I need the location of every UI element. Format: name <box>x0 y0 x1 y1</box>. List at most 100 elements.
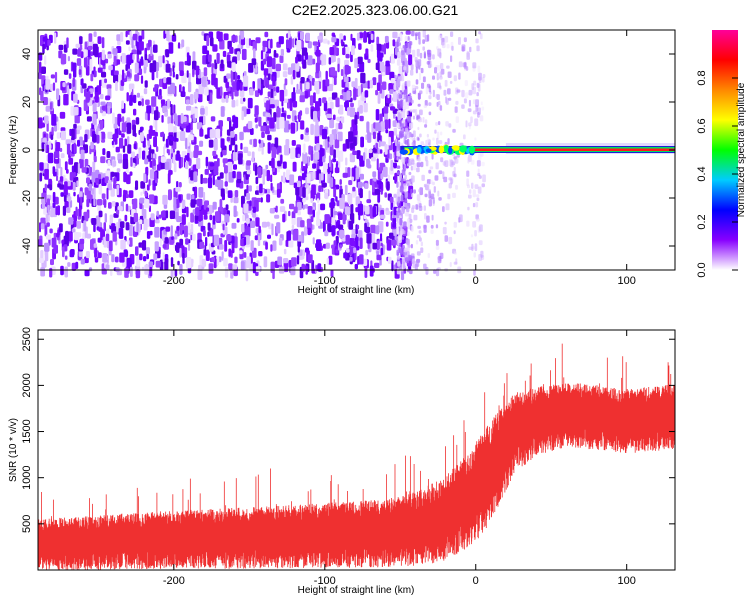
spectrogram-cell <box>116 34 122 42</box>
spectrogram-cell <box>422 39 425 44</box>
spectrogram-cell <box>204 169 209 175</box>
spectrogram-cell <box>104 78 107 84</box>
spectrogram-cell <box>396 255 400 260</box>
spectrogram-cell <box>406 183 410 187</box>
spectrogram-cell <box>276 222 281 234</box>
spectrogram-cell <box>430 179 433 185</box>
spectrogram-cell <box>213 170 219 176</box>
colorbar-tick-label: 0.4 <box>696 166 708 181</box>
spectrogram-cell <box>379 61 385 72</box>
spectrogram-cell <box>326 113 332 119</box>
spectrogram-cell <box>72 77 75 87</box>
y-tick-label: 20 <box>21 96 33 108</box>
spectrogram-cell <box>477 168 480 176</box>
spectrogram-cell <box>356 224 360 230</box>
spectrogram-cell <box>281 107 284 113</box>
spectrogram-cell <box>412 49 416 58</box>
spectrogram-cell <box>68 217 74 225</box>
spectrogram-cell <box>333 186 337 198</box>
spectrogram-cell <box>409 218 413 223</box>
spectrogram-cell <box>443 89 447 96</box>
spectrogram-cell <box>158 214 162 219</box>
spectrogram-cell <box>359 159 365 167</box>
spectrogram-cell <box>419 90 423 95</box>
spectrogram-cell <box>185 137 188 150</box>
spectrogram-cell <box>396 122 400 129</box>
spectrogram-cell <box>310 198 314 203</box>
spectrogram-cell <box>306 173 311 184</box>
spectrogram-cell <box>389 232 394 239</box>
spectrogram-cell <box>290 266 296 276</box>
spectrogram-cell <box>47 152 54 164</box>
spectrogram-cell <box>405 239 410 245</box>
spectrogram-cell <box>290 122 296 134</box>
spectrogram-cell <box>391 239 397 246</box>
spectrogram-cell <box>449 262 452 268</box>
spectrogram-cell <box>480 101 483 106</box>
spectrogram-cell <box>84 269 90 277</box>
spectrogram-cell <box>324 230 329 237</box>
spectrogram-cell <box>300 40 304 50</box>
signal-blob <box>468 145 476 154</box>
spectrogram-cell <box>132 33 138 41</box>
spectrogram-cell <box>453 166 456 175</box>
spectrogram-cell <box>85 65 90 76</box>
spectrogram-cell <box>424 193 428 198</box>
spectrogram-cell <box>408 171 412 176</box>
x-tick-label: 100 <box>618 275 636 287</box>
spectrogram-cell <box>455 258 458 265</box>
spectrogram-cell <box>171 235 174 240</box>
spectrogram-cell <box>205 237 208 247</box>
spectrogram-cell <box>473 99 476 105</box>
spectrogram-cell <box>384 35 389 43</box>
spectrogram-cell <box>266 56 272 68</box>
spectrogram-cell <box>349 256 353 262</box>
spectrogram-cell <box>107 159 111 167</box>
spectrogram-cell <box>302 152 308 164</box>
spectrogram-cell <box>392 91 398 102</box>
spectrogram-cell <box>80 258 85 265</box>
spectrogram-cell <box>294 115 297 121</box>
spectrogram-cell <box>167 116 171 125</box>
spectrogram-cell <box>117 206 123 211</box>
y-tick-label: -20 <box>21 190 33 206</box>
spectrogram-cell <box>254 105 259 116</box>
spectrogram-cell <box>140 75 144 84</box>
spectrogram-cell <box>156 71 159 79</box>
spectrogram-cell <box>424 119 428 125</box>
spectrogram-cell <box>481 106 485 111</box>
spectrogram-cell <box>272 87 276 92</box>
spectrogram-cell <box>396 165 401 169</box>
spectrogram-cell <box>222 223 225 231</box>
colorbar-label: Normalized spectral amplitude <box>736 82 747 217</box>
spectrogram-cell <box>220 86 223 96</box>
spectrogram-cell <box>475 194 480 198</box>
spectrogram-cell <box>357 85 361 97</box>
spectrogram-cell <box>447 71 452 78</box>
colorbar-tick-label: 0.2 <box>696 214 708 229</box>
spectrogram-cell <box>344 184 348 195</box>
spectrogram-cell <box>59 184 65 190</box>
spectrogram-cell <box>333 240 337 247</box>
spectrogram-cell <box>246 169 252 175</box>
spectrogram-cell <box>107 53 112 59</box>
spectrogram-cell <box>227 190 233 198</box>
spectrogram-cell <box>100 93 104 100</box>
spectrogram-cell <box>409 109 413 113</box>
spectrogram-cell <box>342 92 348 101</box>
spectrogram-cell <box>327 223 332 233</box>
spectrogram-cell <box>328 97 333 102</box>
spectrogram-cell <box>209 214 213 221</box>
spectrogram-cell <box>97 67 103 73</box>
spectrogram-cell <box>76 125 82 130</box>
spectrogram-cell <box>358 32 364 39</box>
spectrogram-cell <box>252 81 255 89</box>
spectrogram-cell <box>312 77 315 86</box>
spectrogram-cell <box>359 173 364 180</box>
spectrogram-cell <box>146 253 149 260</box>
spectrogram-cell <box>212 150 217 157</box>
spectrogram-cell <box>275 205 278 213</box>
spectrogram-cell <box>366 222 370 227</box>
spectrogram-cell <box>47 184 52 189</box>
spectrogram-cell <box>276 107 281 118</box>
